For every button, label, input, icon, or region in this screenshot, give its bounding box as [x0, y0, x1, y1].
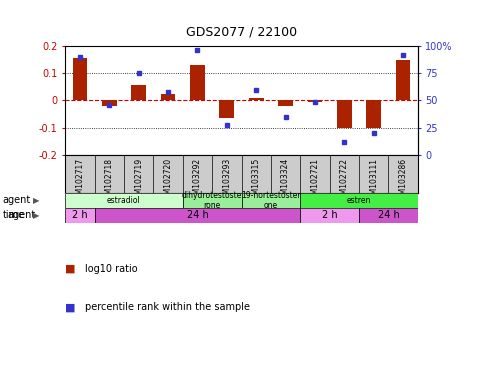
Bar	[367, 101, 381, 127]
Bar	[219, 101, 234, 118]
Text: ■: ■	[65, 264, 76, 274]
Text: GSM102721: GSM102721	[311, 158, 319, 204]
Bar	[131, 86, 146, 101]
Bar	[300, 193, 418, 208]
Text: 2 h: 2 h	[322, 210, 338, 220]
Text: 2 h: 2 h	[72, 210, 88, 220]
Text: 24 h: 24 h	[186, 210, 208, 220]
Bar	[359, 208, 418, 223]
Bar	[308, 101, 322, 102]
Text: GDS2077 / 22100: GDS2077 / 22100	[186, 25, 297, 38]
Text: agent: agent	[2, 195, 30, 205]
Text: GSM102722: GSM102722	[340, 158, 349, 204]
Text: GSM103286: GSM103286	[398, 158, 408, 204]
Bar	[300, 208, 359, 223]
Text: GSM103292: GSM103292	[193, 158, 202, 204]
Bar	[396, 60, 411, 101]
Text: 24 h: 24 h	[378, 210, 399, 220]
Text: ▶: ▶	[33, 211, 39, 220]
Bar	[278, 101, 293, 106]
Text: GSM102719: GSM102719	[134, 158, 143, 204]
Text: percentile rank within the sample: percentile rank within the sample	[85, 302, 250, 312]
Bar	[161, 94, 175, 101]
Text: GSM103293: GSM103293	[222, 158, 231, 204]
Text: ▶: ▶	[33, 196, 39, 205]
Text: agent: agent	[7, 210, 35, 220]
Text: GSM103324: GSM103324	[281, 158, 290, 204]
Text: dihydrotestoste
rone: dihydrotestoste rone	[182, 190, 242, 210]
Text: 19-nortestoster
one: 19-nortestoster one	[241, 190, 301, 210]
Text: time: time	[2, 210, 25, 220]
Text: log10 ratio: log10 ratio	[85, 264, 137, 274]
Text: GSM103315: GSM103315	[252, 158, 261, 204]
Text: estren: estren	[347, 196, 371, 205]
Bar	[190, 65, 205, 101]
Bar	[337, 101, 352, 127]
Text: GSM102717: GSM102717	[75, 158, 85, 204]
Bar	[65, 193, 183, 208]
Bar	[95, 208, 300, 223]
Bar	[249, 98, 264, 101]
Bar	[102, 101, 116, 106]
Bar	[183, 193, 242, 208]
Bar	[72, 58, 87, 101]
Text: ■: ■	[65, 302, 76, 312]
Bar	[242, 193, 300, 208]
Bar	[65, 208, 95, 223]
Text: estradiol: estradiol	[107, 196, 141, 205]
Text: GSM103111: GSM103111	[369, 158, 378, 204]
Text: GSM102718: GSM102718	[105, 158, 114, 204]
Text: GSM102720: GSM102720	[164, 158, 172, 204]
